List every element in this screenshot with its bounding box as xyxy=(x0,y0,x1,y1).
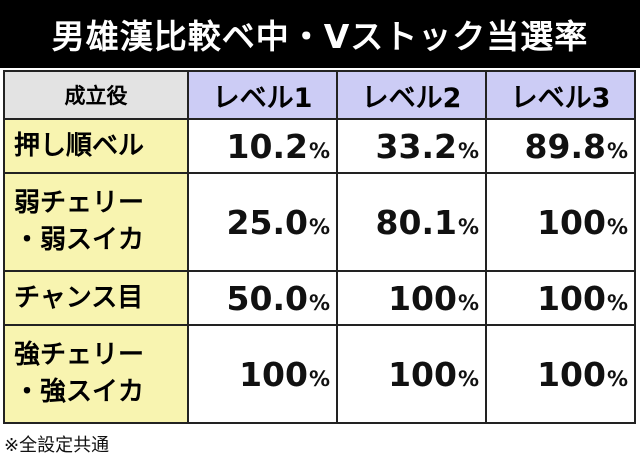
value-number: 100 xyxy=(239,354,308,394)
value-cell: 80.1% xyxy=(336,172,487,272)
value-number: 100 xyxy=(537,354,606,394)
value-cell: 100% xyxy=(336,270,487,326)
value-number: 50.0 xyxy=(226,278,308,318)
table-row: 押し順ベル 10.2% 33.2% 89.8% xyxy=(3,118,636,174)
table-row: 弱チェリー ・弱スイカ 25.0% 80.1% 100% xyxy=(3,172,636,272)
percent-sign: % xyxy=(308,290,330,315)
percent-sign: % xyxy=(457,366,479,391)
value-number: 33.2 xyxy=(375,126,457,166)
value-cell: 100% xyxy=(485,324,636,424)
value-cell: 100% xyxy=(485,270,636,326)
column-header-level-2: レベル2 xyxy=(336,70,487,120)
value-number: 100 xyxy=(388,354,457,394)
row-label-line: ・強スイカ xyxy=(14,377,145,407)
row-label-line: 強チェリー xyxy=(14,340,145,370)
row-label-line: チャンス目 xyxy=(14,282,144,313)
percent-sign: % xyxy=(457,214,479,239)
row-label-line: 押し順ベル xyxy=(14,130,145,161)
value-number: 80.1 xyxy=(375,202,457,242)
value-number: 89.8 xyxy=(524,126,606,166)
percent-sign: % xyxy=(457,290,479,315)
value-number: 100 xyxy=(537,202,606,242)
percent-sign: % xyxy=(308,138,330,163)
value-cell: 33.2% xyxy=(336,118,487,174)
value-cell: 25.0% xyxy=(187,172,338,272)
table-row: チャンス目 50.0% 100% 100% xyxy=(3,270,636,326)
value-cell: 100% xyxy=(187,324,338,424)
column-header-level-1: レベル1 xyxy=(187,70,338,120)
row-label-chance-me: チャンス目 xyxy=(3,270,189,326)
value-cell: 10.2% xyxy=(187,118,338,174)
value-cell: 100% xyxy=(336,324,487,424)
value-cell: 50.0% xyxy=(187,270,338,326)
stock-rate-table: 成立役 レベル1 レベル2 レベル3 押し順ベル 10.2% 33.2% 89.… xyxy=(3,70,636,424)
value-cell: 100% xyxy=(485,172,636,272)
value-cell: 89.8% xyxy=(485,118,636,174)
footnote: ※全設定共通 xyxy=(4,435,110,456)
row-label-line: ・弱スイカ xyxy=(14,225,145,255)
row-label-strong-cherry-suika: 強チェリー ・強スイカ xyxy=(3,324,189,424)
percent-sign: % xyxy=(606,290,628,315)
page-title: 男雄漢比較ベ中・Vストック当選率 xyxy=(0,0,640,68)
percent-sign: % xyxy=(457,138,479,163)
value-number: 100 xyxy=(537,278,606,318)
value-number: 10.2 xyxy=(226,126,308,166)
row-label-weak-cherry-suika: 弱チェリー ・弱スイカ xyxy=(3,172,189,272)
value-number: 25.0 xyxy=(226,202,308,242)
percent-sign: % xyxy=(606,138,628,163)
row-label-oshijun-bell: 押し順ベル xyxy=(3,118,189,174)
column-header-level-3: レベル3 xyxy=(485,70,636,120)
percent-sign: % xyxy=(606,214,628,239)
table-row: 強チェリー ・強スイカ 100% 100% 100% xyxy=(3,324,636,424)
column-header-role: 成立役 xyxy=(3,70,189,120)
percent-sign: % xyxy=(308,366,330,391)
percent-sign: % xyxy=(606,366,628,391)
row-label-line: 弱チェリー xyxy=(14,188,145,218)
percent-sign: % xyxy=(308,214,330,239)
value-number: 100 xyxy=(388,278,457,318)
table-header-row: 成立役 レベル1 レベル2 レベル3 xyxy=(3,70,636,120)
